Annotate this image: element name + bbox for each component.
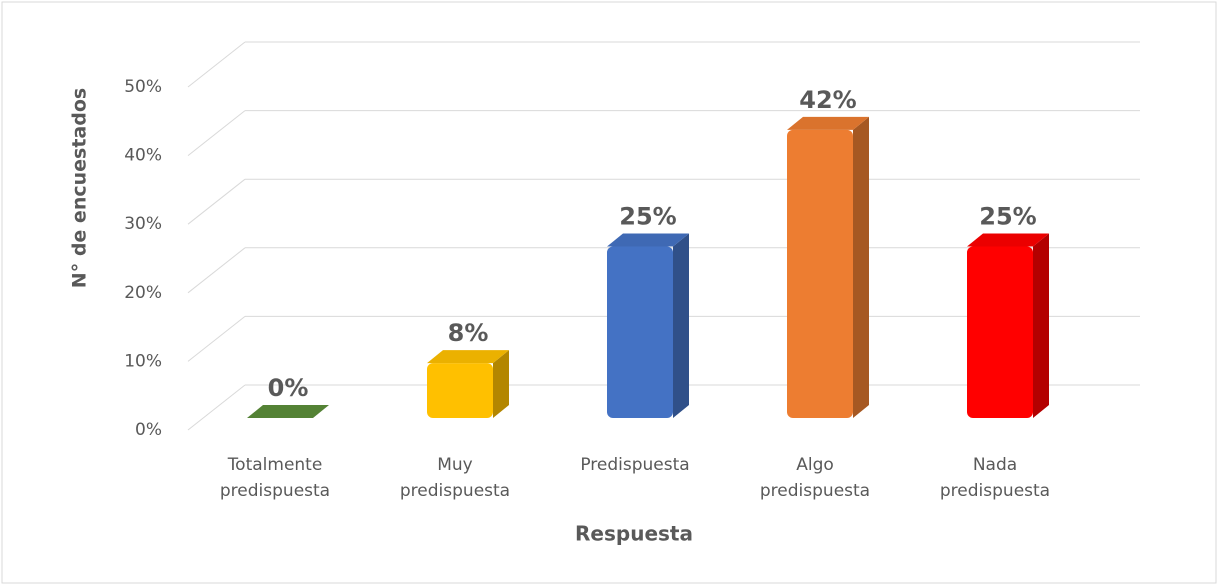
- bar-top: [787, 116, 869, 130]
- grid-line-side: [187, 178, 246, 225]
- grid-line-side: [187, 247, 246, 294]
- y-axis-title: N° de encuestados: [69, 88, 91, 288]
- bar: [967, 246, 1033, 418]
- x-tick-label: Algo predispuesta: [759, 455, 871, 501]
- value-label: 25%: [979, 203, 1036, 231]
- bar-side: [1033, 233, 1049, 418]
- x-tick-label: Nada predispuesta: [939, 455, 1051, 501]
- bar-top: [247, 405, 329, 418]
- x-tick-label: Predispuesta: [580, 455, 690, 475]
- value-label: 42%: [799, 86, 856, 114]
- bar: [607, 246, 673, 418]
- bar: [427, 363, 493, 418]
- value-label: 25%: [619, 203, 676, 231]
- x-tick-label: Totalmente predispuesta: [219, 455, 331, 501]
- grid-line-side: [187, 41, 246, 88]
- bar: [787, 129, 853, 418]
- bar-side: [493, 350, 509, 418]
- bar-top: [427, 350, 509, 364]
- y-tick-label: 30%: [124, 214, 162, 234]
- y-tick-label: 0%: [135, 420, 162, 440]
- bar-side: [853, 116, 869, 418]
- bar-side: [673, 233, 689, 418]
- y-tick-label: 20%: [124, 283, 162, 303]
- bar-top: [967, 233, 1049, 247]
- value-label: 8%: [448, 319, 489, 347]
- value-label: 0%: [268, 374, 309, 402]
- grid-line-side: [187, 384, 246, 431]
- grid-line-side: [187, 316, 246, 362]
- bar-top: [607, 233, 689, 247]
- x-axis-title: Respuesta: [575, 522, 693, 546]
- y-tick-label: 50%: [124, 77, 162, 97]
- y-tick-label: 10%: [124, 351, 162, 371]
- y-tick-label: 40%: [124, 146, 162, 166]
- x-tick-label: Muy predispuesta: [399, 455, 511, 501]
- grid-line-side: [187, 110, 246, 156]
